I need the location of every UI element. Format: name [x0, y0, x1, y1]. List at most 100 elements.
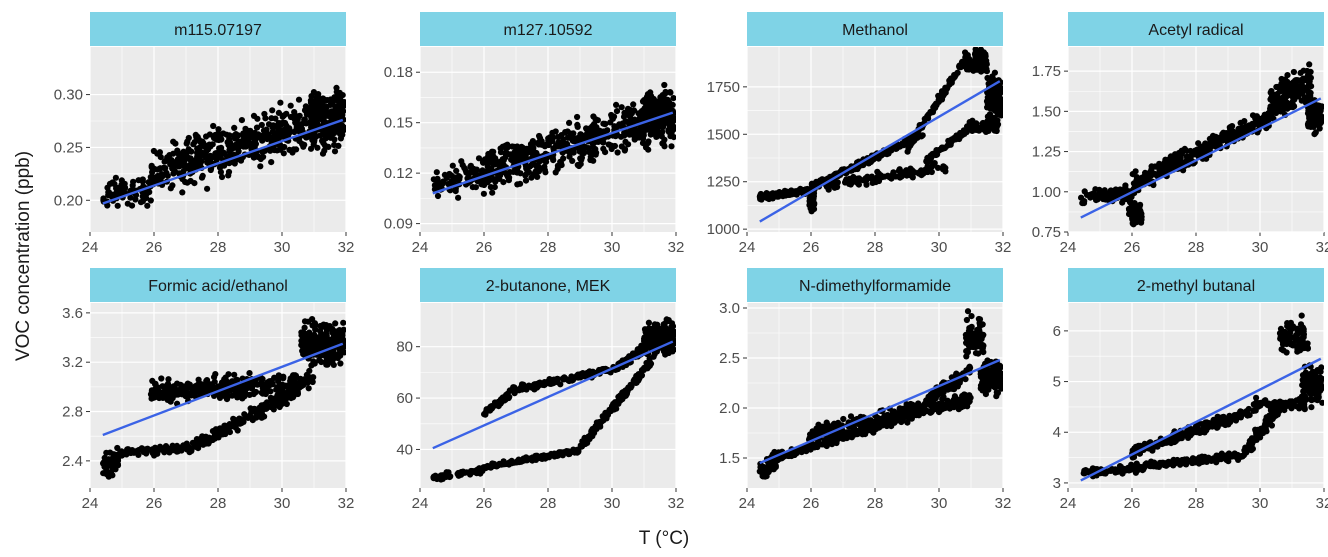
data-point — [335, 352, 342, 359]
data-point — [1112, 186, 1119, 193]
data-point — [1273, 109, 1280, 117]
data-point — [318, 334, 325, 341]
data-point — [508, 457, 515, 464]
data-point — [218, 144, 225, 151]
data-point — [449, 162, 456, 169]
y-tick-label: 3.2 — [62, 354, 83, 371]
data-point — [593, 124, 600, 131]
data-point — [941, 88, 949, 95]
data-point — [481, 156, 488, 163]
x-tick-label: 24 — [412, 495, 429, 512]
y-tick-label: 0.09 — [384, 216, 413, 233]
data-point — [1225, 130, 1232, 138]
data-point — [281, 143, 288, 151]
data-point — [605, 141, 612, 148]
data-point — [147, 197, 154, 204]
data-point — [970, 120, 977, 127]
data-point — [197, 387, 204, 394]
data-point — [269, 381, 276, 388]
data-point — [338, 337, 345, 344]
x-tick-label: 30 — [274, 495, 291, 512]
data-point — [336, 330, 343, 337]
data-point — [330, 330, 337, 337]
data-point — [269, 107, 276, 114]
data-point — [515, 146, 522, 153]
data-point — [323, 104, 330, 111]
data-point — [499, 143, 506, 150]
data-point — [941, 144, 949, 151]
data-point — [1292, 89, 1299, 96]
data-point — [1241, 118, 1248, 125]
data-point — [1295, 77, 1302, 84]
data-point — [573, 374, 581, 381]
y-tick-label: 2.4 — [62, 453, 83, 470]
data-point — [651, 99, 658, 106]
data-point — [600, 139, 607, 146]
fit-line — [1080, 97, 1322, 219]
data-point — [188, 447, 195, 454]
data-point — [1311, 131, 1318, 138]
data-point — [148, 395, 155, 402]
x-tick-label: 30 — [604, 495, 621, 512]
data-point — [432, 472, 439, 479]
data-point — [632, 135, 639, 142]
data-point — [962, 54, 969, 61]
data-point — [809, 181, 816, 188]
data-point — [985, 80, 992, 87]
data-point — [301, 107, 309, 114]
data-point — [528, 149, 535, 156]
x-tick-label: 28 — [540, 495, 557, 512]
data-point — [159, 394, 166, 401]
data-point — [163, 447, 170, 454]
data-point — [652, 123, 659, 130]
data-point — [298, 332, 305, 339]
data-point — [324, 361, 331, 368]
data-point — [246, 370, 253, 377]
data-point — [270, 135, 277, 143]
data-point — [130, 178, 137, 185]
fit-line — [759, 80, 1001, 223]
data-point — [600, 120, 607, 127]
data-point — [270, 122, 277, 129]
data-point — [963, 66, 971, 73]
data-point — [645, 138, 652, 145]
data-point — [165, 389, 172, 397]
data-point — [897, 172, 904, 179]
data-point — [981, 63, 988, 70]
x-tick-label: 32 — [668, 239, 685, 256]
data-point — [254, 115, 261, 122]
data-point — [905, 145, 912, 152]
data-point — [618, 143, 625, 150]
data-point — [787, 189, 794, 196]
data-point — [1306, 80, 1313, 87]
data-point — [895, 167, 903, 174]
data-point — [213, 156, 220, 163]
data-point — [260, 133, 267, 140]
data-point — [240, 393, 247, 400]
x-tick-label: 24 — [739, 239, 756, 256]
data-point — [578, 442, 585, 449]
data-point — [194, 437, 201, 444]
data-point — [1102, 196, 1109, 203]
data-point — [333, 84, 340, 91]
data-point — [182, 393, 189, 400]
facet-title: 2-butanone, MEK — [486, 278, 611, 295]
x-tick-label: 26 — [146, 495, 163, 512]
data-point — [925, 155, 932, 162]
data-point — [985, 125, 993, 133]
data-point — [470, 165, 477, 172]
data-point — [218, 173, 226, 181]
data-point — [162, 165, 169, 172]
data-point — [544, 452, 551, 459]
x-tick-label: 26 — [803, 239, 820, 256]
data-point — [560, 449, 567, 456]
data-point — [925, 115, 932, 122]
x-tick-label: 32 — [338, 239, 355, 256]
data-point — [340, 326, 346, 333]
data-point — [331, 148, 339, 155]
x-tick-label: 26 — [476, 495, 493, 512]
data-point — [915, 131, 922, 138]
data-point — [301, 324, 308, 331]
